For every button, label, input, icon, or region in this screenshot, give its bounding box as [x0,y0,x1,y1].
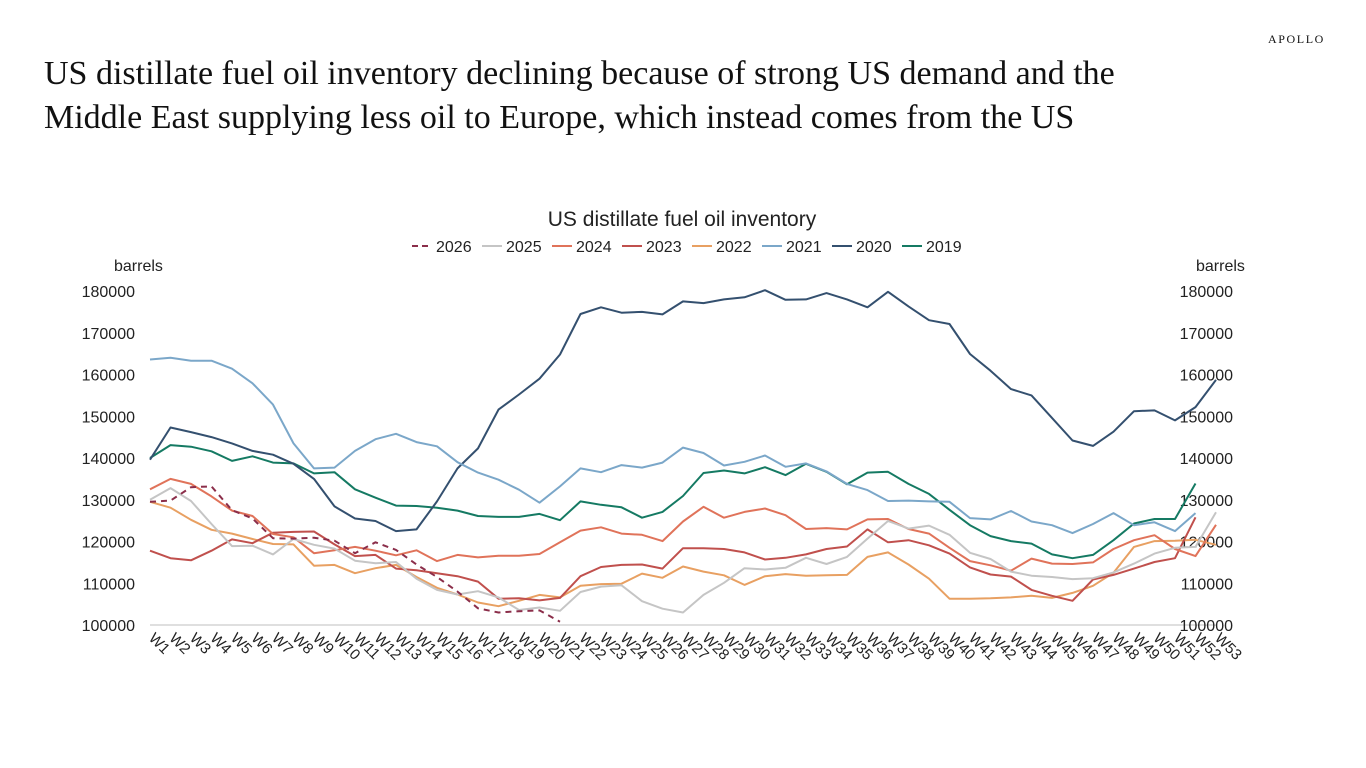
series-line-2022 [149,500,1217,608]
series-line-2024 [149,477,1217,572]
legend-label-2023: 2023 [646,239,682,256]
y-tick-label-right: 150000 [1180,409,1233,426]
y-tick-label-right: 170000 [1180,326,1233,343]
y-tick-label-right: 130000 [1180,493,1233,510]
y-tick-label-left: 160000 [82,368,135,385]
series-line-2019 [149,444,1197,560]
legend-label-2020: 2020 [856,239,892,256]
series-line-2023 [149,516,1197,602]
legend-label-2022: 2022 [716,239,752,256]
y-tick-label-left: 140000 [82,451,135,468]
y-tick-label-left: 110000 [83,576,135,593]
y-tick-label-right: 140000 [1180,451,1233,468]
legend-label-2025: 2025 [506,239,542,256]
title-line-1: US distillate fuel oil inventory declini… [44,55,1115,92]
chart-legend: 2026 2025 2024 2023 2022 2021 2020 2019 [412,239,962,256]
y-tick-label-left: 150000 [82,409,135,426]
y-tick-label-left: 100000 [82,618,135,635]
chart-title: US distillate fuel oil inventory [548,208,817,231]
page-title: US distillate fuel oil inventory declini… [44,52,1244,140]
title-line-2: Middle East supplying less oil to Europe… [44,99,1075,136]
y-axis-label-right: barrels [1196,258,1245,275]
y-tick-label-left: 170000 [82,326,135,343]
y-tick-label-right: 160000 [1180,368,1233,385]
y-tick-label-left: 130000 [82,493,135,510]
chart-series [149,289,1217,623]
y-tick-label-left: 120000 [82,535,135,552]
y-axis-label-left: barrels [114,258,163,275]
y-tick-label-right: 100000 [1180,618,1233,635]
brand-logo: APOLLO [1268,32,1325,46]
legend-label-2024: 2024 [576,239,612,256]
legend-label-2019: 2019 [926,239,962,256]
series-line-2025 [149,487,1217,614]
series-line-2021 [149,356,1197,535]
y-tick-label-left: 180000 [82,284,135,301]
y-tick-label-right: 180000 [1180,284,1233,301]
legend-label-2021: 2021 [786,239,822,256]
series-line-2026 [149,485,561,623]
y-tick-label-right: 110000 [1181,576,1233,593]
legend-label-2026: 2026 [436,239,472,256]
series-line-2020 [149,289,1217,533]
